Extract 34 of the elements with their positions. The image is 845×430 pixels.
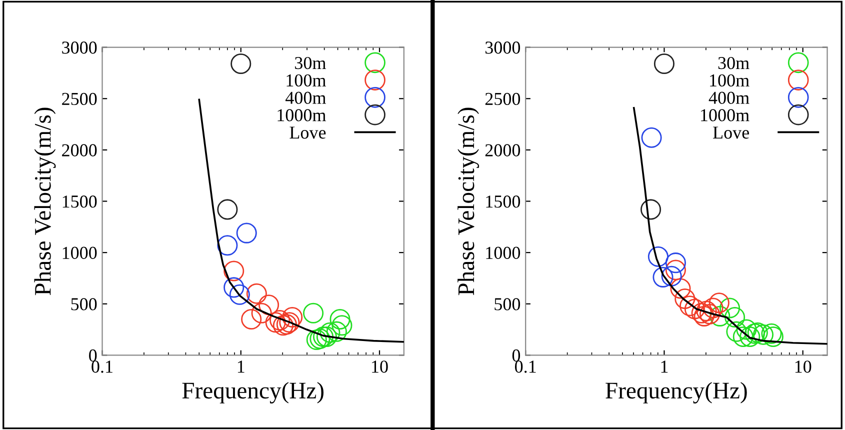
y-tick-label: 1000 bbox=[486, 246, 520, 259]
x-tick-label: 10 bbox=[372, 360, 388, 373]
y-tick-label: 2000 bbox=[485, 144, 520, 156]
x-tick-label: 0.1 bbox=[514, 360, 536, 373]
x-tick-label: 10 bbox=[795, 360, 812, 373]
x-tick-label: 0.1 bbox=[92, 360, 112, 373]
y-tick-label: 2500 bbox=[62, 92, 97, 106]
legend-label: 400m bbox=[708, 92, 750, 104]
legend-label: 100m bbox=[286, 74, 326, 87]
y-tick-label: 500 bbox=[494, 298, 520, 310]
y-axis-title: Phase Velocity(m/s) bbox=[458, 108, 480, 296]
legend-label: 400m bbox=[285, 92, 326, 104]
legend-label: Love bbox=[290, 126, 326, 139]
legend-label: 30m bbox=[718, 56, 750, 70]
legend-label: Love bbox=[713, 126, 749, 139]
y-tick-label: 1500 bbox=[62, 195, 97, 208]
y-tick-label: 0 bbox=[512, 349, 520, 362]
y-tick-label: 2000 bbox=[62, 144, 97, 156]
x-axis-title: Frequency(Hz) bbox=[182, 382, 324, 404]
legend-label: 1000m bbox=[701, 109, 750, 122]
y-axis-title: Phase Velocity(m/s) bbox=[34, 108, 56, 296]
y-tick-label: 1500 bbox=[486, 195, 520, 208]
y-tick-label: 3000 bbox=[485, 42, 520, 54]
x-axis-title: Frequency(Hz) bbox=[606, 382, 747, 404]
legend-label: 100m bbox=[710, 74, 750, 87]
y-tick-label: 500 bbox=[71, 298, 97, 310]
legend-label: 1000m bbox=[278, 109, 326, 122]
x-tick-label: 1 bbox=[238, 360, 244, 373]
y-tick-label: 0 bbox=[89, 349, 97, 362]
legend-label: 30m bbox=[295, 56, 326, 70]
y-tick-label: 3000 bbox=[62, 42, 97, 54]
x-tick-label: 1 bbox=[661, 360, 668, 373]
y-tick-label: 2500 bbox=[485, 92, 520, 106]
y-tick-label: 1000 bbox=[62, 246, 97, 259]
